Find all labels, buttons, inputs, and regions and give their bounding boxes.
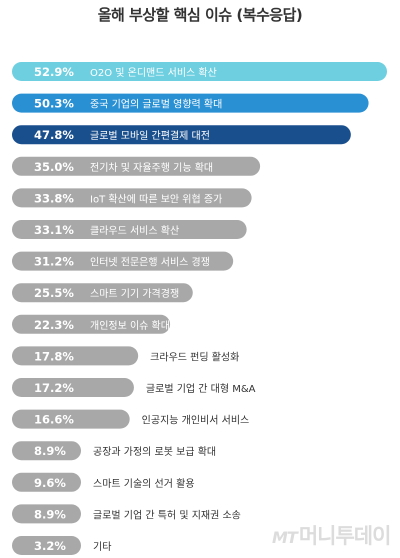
bar-category-label: 글로벌 기업 간 특허 및 지재권 소송 <box>93 508 241 521</box>
bar <box>12 93 369 113</box>
bar-category-label: 인공지능 개인비서 서비스 <box>142 415 250 427</box>
bar-value-label: 47.8% <box>34 128 74 142</box>
bar-row: 47.8% 글로벌 모바일 간편결제 대전 <box>12 125 351 145</box>
bar-row: 33.8% IoT 확산에 따른 보안 위협 증가 <box>12 188 252 208</box>
bar <box>12 220 247 239</box>
bar-category-label: 개인정보 이슈 확대 <box>90 320 170 332</box>
bar-row: 52.9% O2O 및 온디맨드 서비스 확산 <box>12 62 387 81</box>
bar-category-label: 크라우드 펀딩 활성화 <box>150 350 239 363</box>
bar-category-label: 글로벌 기업 간 대형 M&A <box>146 382 256 395</box>
bar-value-label: 9.6% <box>34 476 66 490</box>
bar-row: 17.8% 크라우드 펀딩 활성화 <box>12 346 239 366</box>
bar-row: 22.3% 개인정보 이슈 확대 <box>12 314 171 334</box>
bar-category-label: IoT 확산에 따른 보안 위협 증가 <box>90 192 222 205</box>
bar <box>12 283 193 303</box>
bar-value-label: 35.0% <box>34 160 74 174</box>
bar-value-label: 33.1% <box>34 223 74 237</box>
bar-category-label: 중국 기업의 글로벌 영향력 확대 <box>90 98 222 111</box>
watermark-name: 머니투데이 <box>298 524 392 548</box>
bar-value-label: 17.8% <box>34 349 74 363</box>
bar <box>12 62 387 81</box>
bar <box>12 125 351 145</box>
bar <box>12 504 81 524</box>
bar-value-label: 31.2% <box>34 255 74 269</box>
bar <box>12 409 130 429</box>
bar-value-label: 25.5% <box>34 286 74 300</box>
bar-category-label: 전기차 및 자율주행 기능 확대 <box>90 162 213 174</box>
bar-category-label: 스마트 기기 가격경쟁 <box>90 287 179 300</box>
watermark-brand: MT <box>272 528 298 547</box>
bar-row: 8.9% 공장과 가정의 로봇 보급 확대 <box>12 441 216 461</box>
bar-value-label: 16.6% <box>34 413 74 427</box>
bar-value-label: 8.9% <box>34 444 66 458</box>
bar <box>12 314 171 334</box>
bar <box>12 536 81 555</box>
bar-category-label: 스마트 기술의 선거 활용 <box>93 477 195 490</box>
bar-row: 9.6% 스마트 기술의 선거 활용 <box>12 472 195 492</box>
bar-row: 16.6% 인공지능 개인비서 서비스 <box>12 409 250 429</box>
bar-value-label: 50.3% <box>34 97 74 111</box>
bar <box>12 378 134 397</box>
bar-category-label: 글로벌 모바일 간편결제 대전 <box>90 130 210 142</box>
bar-row: 35.0% 전기차 및 자율주행 기능 확대 <box>12 156 261 176</box>
bar-value-label: 52.9% <box>34 65 74 79</box>
bar-value-label: 17.2% <box>34 381 74 395</box>
bar-row: 50.3% 중국 기업의 글로벌 영향력 확대 <box>12 93 369 113</box>
bar <box>12 472 81 492</box>
bar-category-label: 공장과 가정의 로봇 보급 확대 <box>93 446 216 458</box>
bar <box>12 156 261 176</box>
bar <box>12 251 234 271</box>
bar-value-label: 22.3% <box>34 318 74 332</box>
watermark-logo: MT머니투데이 <box>272 520 392 550</box>
bar-row: 33.1% 클라우드 서비스 확산 <box>12 220 247 239</box>
bar <box>12 441 81 461</box>
bar-value-label: 33.8% <box>34 191 74 205</box>
bar <box>12 188 252 208</box>
bar-row: 17.2% 글로벌 기업 간 대형 M&A <box>12 378 256 397</box>
bar-row: 8.9% 글로벌 기업 간 특허 및 지재권 소송 <box>12 504 241 524</box>
bar-value-label: 8.9% <box>34 507 66 521</box>
chart-title: 올해 부상할 핵심 이슈 (복수응답) <box>97 6 303 24</box>
bar-row: 3.2% 기타 <box>12 536 111 555</box>
bar-category-label: 인터넷 전문은행 서비스 경쟁 <box>90 256 210 269</box>
bar-value-label: 3.2% <box>34 539 66 553</box>
bar-row: 31.2% 인터넷 전문은행 서비스 경쟁 <box>12 251 234 271</box>
bar-category-label: O2O 및 온디맨드 서비스 확산 <box>90 67 217 79</box>
bar-row: 25.5% 스마트 기기 가격경쟁 <box>12 283 193 303</box>
bar-category-label: 클라우드 서비스 확산 <box>90 225 179 237</box>
bar-category-label: 기타 <box>93 541 111 553</box>
bar <box>12 346 139 366</box>
